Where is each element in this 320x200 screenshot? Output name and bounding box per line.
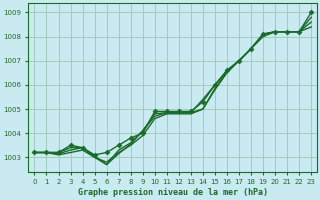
X-axis label: Graphe pression niveau de la mer (hPa): Graphe pression niveau de la mer (hPa) <box>78 188 268 197</box>
